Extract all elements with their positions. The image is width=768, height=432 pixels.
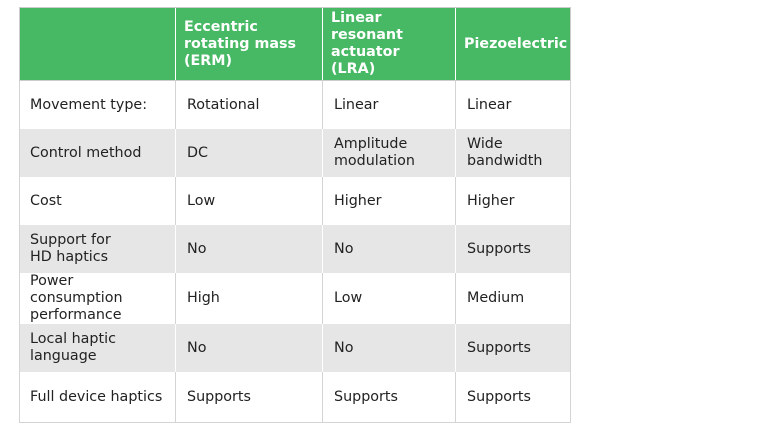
cell-erm: DC <box>175 129 323 177</box>
cell-erm: Low <box>175 177 323 225</box>
cell-lra: Linear <box>322 80 456 129</box>
header-cell-lra: Linear resonant actuator (LRA) <box>322 7 456 81</box>
row-label: Support for HD haptics <box>19 225 176 273</box>
table-row-control-method: Control method DC Amplitude modulation W… <box>19 129 571 177</box>
cell-erm: Rotational <box>175 80 323 129</box>
cell-piezoelectric: Supports <box>455 225 571 273</box>
table-row-power-consumption: Power consumption performance High Low M… <box>19 273 571 324</box>
row-label: Movement type: <box>19 80 176 129</box>
row-label: Cost <box>19 177 176 225</box>
row-label: Control method <box>19 129 176 177</box>
cell-piezoelectric: Supports <box>455 324 571 372</box>
cell-erm: Supports <box>175 372 323 423</box>
cell-piezoelectric: Linear <box>455 80 571 129</box>
table-row-local-haptic-language: Local haptic language No No Supports <box>19 324 571 372</box>
cell-erm: High <box>175 273 323 324</box>
cell-piezoelectric: Wide bandwidth <box>455 129 571 177</box>
row-label: Full device haptics <box>19 372 176 423</box>
cell-piezoelectric: Supports <box>455 372 571 423</box>
cell-erm: No <box>175 324 323 372</box>
cell-lra: Low <box>322 273 456 324</box>
table-row-full-device-haptics: Full device haptics Supports Supports Su… <box>19 372 571 423</box>
header-cell-empty <box>19 7 176 81</box>
cell-piezoelectric: Higher <box>455 177 571 225</box>
row-label: Power consumption performance <box>19 273 176 324</box>
table-header: Eccentric rotating mass (ERM) Linear res… <box>19 7 571 81</box>
table-row-cost: Cost Low Higher Higher <box>19 177 571 225</box>
header-cell-erm: Eccentric rotating mass (ERM) <box>175 7 323 81</box>
table-row-hd-haptics: Support for HD haptics No No Supports <box>19 225 571 273</box>
cell-lra: Higher <box>322 177 456 225</box>
row-label: Local haptic language <box>19 324 176 372</box>
cell-lra: No <box>322 225 456 273</box>
cell-lra: No <box>322 324 456 372</box>
cell-piezoelectric: Medium <box>455 273 571 324</box>
header-row: Eccentric rotating mass (ERM) Linear res… <box>19 7 571 81</box>
table-body: Movement type: Rotational Linear Linear … <box>19 80 571 423</box>
haptics-comparison-table: Eccentric rotating mass (ERM) Linear res… <box>19 7 571 423</box>
cell-lra: Supports <box>322 372 456 423</box>
cell-erm: No <box>175 225 323 273</box>
cell-lra: Amplitude modulation <box>322 129 456 177</box>
table-row-movement-type: Movement type: Rotational Linear Linear <box>19 80 571 129</box>
header-cell-piezoelectric: Piezoelectric <box>455 7 571 81</box>
